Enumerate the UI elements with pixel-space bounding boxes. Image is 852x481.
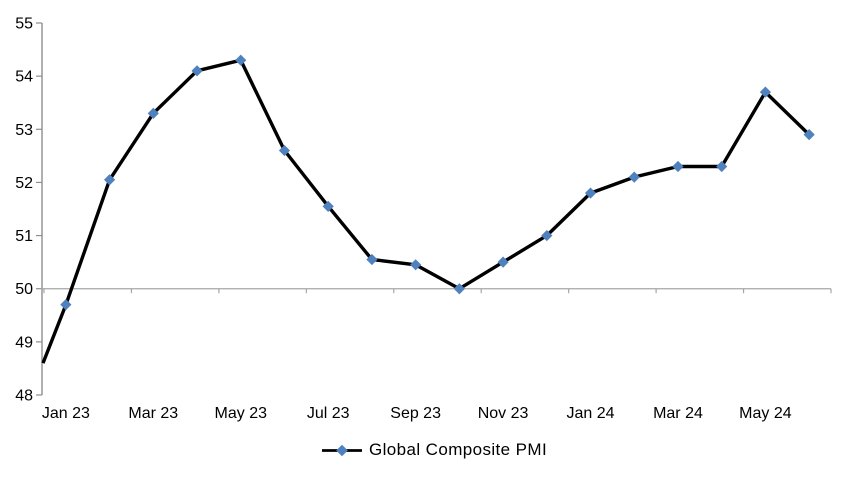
- data-point-marker: [278, 144, 291, 157]
- x-axis-tick-label: May 24: [739, 405, 792, 422]
- y-axis-tick-label: 52: [15, 175, 33, 192]
- data-point-marker: [497, 256, 509, 268]
- legend-label: Global Composite PMI: [369, 440, 548, 459]
- x-axis-tick-label: May 23: [215, 405, 268, 422]
- y-axis-tick-label: 54: [15, 69, 33, 86]
- x-axis-tick-label: Jul 23: [307, 405, 350, 422]
- data-point-marker: [191, 65, 203, 77]
- data-point-marker: [672, 160, 684, 173]
- y-axis-tick-label: 53: [15, 122, 33, 139]
- series-line: [41, 58, 811, 364]
- x-axis-tick-label: Mar 24: [653, 405, 703, 422]
- x-axis-tick-label: Nov 23: [478, 405, 529, 422]
- data-point-marker: [366, 253, 378, 266]
- legend: Global Composite PMI: [322, 440, 547, 460]
- data-point-marker: [803, 129, 815, 141]
- data-point-marker: [453, 283, 465, 295]
- legend-marker-icon: [322, 444, 362, 456]
- data-point-marker: [628, 171, 640, 183]
- x-axis-tick-label: Jan 23: [42, 405, 90, 422]
- y-axis-tick-label: 55: [15, 16, 33, 33]
- x-axis-tick-label: Sep 23: [390, 405, 441, 422]
- y-axis-tick-label: 48: [15, 388, 33, 405]
- y-axis-tick-label: 49: [15, 334, 33, 351]
- y-axis-tick-label: 50: [15, 281, 33, 298]
- data-point-marker: [60, 299, 72, 311]
- data-point-marker: [410, 259, 422, 271]
- y-axis-tick-label: 51: [15, 228, 33, 245]
- data-point-marker: [235, 54, 247, 66]
- data-point-marker: [716, 160, 728, 173]
- data-point-marker: [584, 187, 597, 199]
- data-point-marker: [322, 200, 334, 212]
- data-point-marker: [147, 107, 159, 119]
- data-point-marker: [103, 174, 116, 186]
- data-point-marker: [541, 229, 553, 242]
- x-axis-tick-label: Jan 24: [567, 405, 615, 422]
- x-axis-tick-label: Mar 23: [128, 405, 178, 422]
- data-point-marker: [759, 86, 772, 98]
